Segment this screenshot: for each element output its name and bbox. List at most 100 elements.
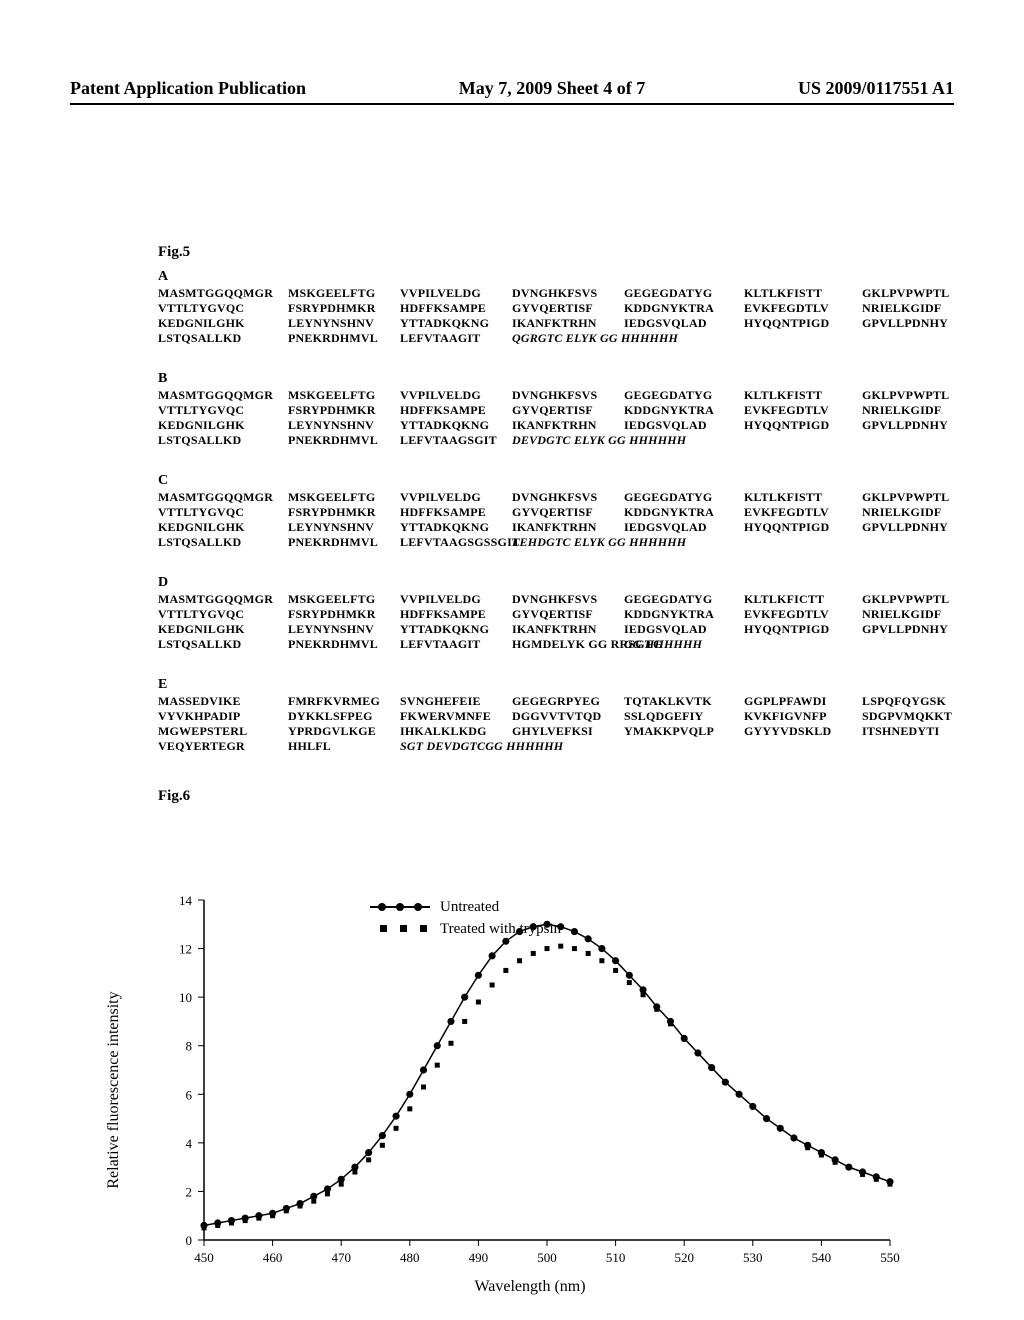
seq-cell: HDFFKSAMPE <box>400 505 512 520</box>
seq-row: MASMTGGQQMGRMSKGEELFTGVVPILVELDGDVNGHKFS… <box>158 286 972 301</box>
seq-cell: PNEKRDHMVL <box>288 433 400 448</box>
seq-cell: KLTLKFISTT <box>744 388 862 403</box>
seq-cell: LEYNYNSHNV <box>288 316 400 331</box>
seq-cell: QGRGTC ELYK GG HHHHHH <box>512 331 696 346</box>
page: Patent Application Publication May 7, 20… <box>0 0 1024 1320</box>
seq-cell: MASSEDVIKE <box>158 694 288 709</box>
seq-cell: NRIELKGIDF <box>862 607 972 622</box>
seq-cell: GYVQERTISF <box>512 403 624 418</box>
seq-cell: KDDGNYKTRA <box>624 505 744 520</box>
seq-cell: MASMTGGQQMGR <box>158 388 288 403</box>
seq-cell: EVKFEGDTLV <box>744 403 862 418</box>
legend-swatch-line <box>370 906 430 908</box>
svg-text:450: 450 <box>194 1250 214 1265</box>
seq-cell: GHYLVEFKSI <box>512 724 624 739</box>
seq-cell: HDFFKSAMPE <box>400 607 512 622</box>
legend-swatch-dots <box>370 928 430 930</box>
seq-cell: KEDGNILGHK <box>158 622 288 637</box>
seq-cell: IHKALKLKDG <box>400 724 512 739</box>
seq-cell: HHLFL <box>288 739 400 754</box>
chart-legend: Untreated Treated with trypsin <box>370 896 561 940</box>
seq-cell: LSTQSALLKD <box>158 535 288 550</box>
seq-cell: ITSHNEDYTI <box>862 724 972 739</box>
seq-cell: KDDGNYKTRA <box>624 301 744 316</box>
seq-cell: VVPILVELDG <box>400 592 512 607</box>
seq-row: MASSEDVIKEFMRFKVRMEGSVNGHEFEIEGEGEGRPYEG… <box>158 694 972 709</box>
seq-cell: HDFFKSAMPE <box>400 403 512 418</box>
seq-cell: GKLPVPWPTL <box>862 592 972 607</box>
legend-label-0: Untreated <box>440 899 499 916</box>
seq-cell: HYQQNTPIGD <box>744 520 862 535</box>
seq-cell: IEDGSVQLAD <box>624 418 744 433</box>
seq-cell: DVNGHKFSVS <box>512 388 624 403</box>
seq-cell: DVNGHKFSVS <box>512 592 624 607</box>
panel-label-B: B <box>158 370 972 388</box>
seq-cell: GEGEGRPYEG <box>512 694 624 709</box>
svg-text:480: 480 <box>400 1250 420 1265</box>
seq-row: LSTQSALLKDPNEKRDHMVLLEFVTAAGITQGRGTC ELY… <box>158 331 972 346</box>
seq-cell: SDGPVMQKKT <box>862 709 972 724</box>
seq-row: VTTLTYGVQCFSRYPDHMKRHDFFKSAMPEGYVQERTISF… <box>158 301 972 316</box>
svg-text:10: 10 <box>179 990 192 1005</box>
seq-cell: TQTAKLKVTK <box>624 694 744 709</box>
seq-cell: KEDGNILGHK <box>158 520 288 535</box>
fig5-panel-A: AMASMTGGQQMGRMSKGEELFTGVVPILVELDGDVNGHKF… <box>158 268 972 346</box>
seq-row: LSTQSALLKDPNEKRDHMVLLEFVTAAGSGSSGITLEHDG… <box>158 535 972 550</box>
panel-label-C: C <box>158 472 972 490</box>
seq-cell: LEYNYNSHNV <box>288 520 400 535</box>
seq-cell: FSRYPDHMKR <box>288 403 400 418</box>
seq-cell: MSKGEELFTG <box>288 388 400 403</box>
svg-text:12: 12 <box>179 942 192 957</box>
seq-cell: LEFVTAAGIT <box>400 637 512 652</box>
seq-cell: VEQYERTEGR <box>158 739 288 754</box>
seq-row: VYVKHPADIPDYKKLSFPEGFKWERVMNFEDGGVVTVTQD… <box>158 709 972 724</box>
seq-row: LSTQSALLKDPNEKRDHMVLLEFVTAAGSGITDEVDGTC … <box>158 433 972 448</box>
svg-text:540: 540 <box>812 1250 832 1265</box>
seq-row: MASMTGGQQMGRMSKGEELFTGVVPILVELDGDVNGHKFS… <box>158 490 972 505</box>
seq-cell: KLTLKFISTT <box>744 490 862 505</box>
seq-cell: LEHDGTC ELYK GG HHHHHH <box>512 535 704 550</box>
seq-cell: KLTLKFICTT <box>744 592 862 607</box>
seq-cell: MSKGEELFTG <box>288 592 400 607</box>
legend-row-untreated: Untreated <box>370 896 561 918</box>
seq-row: KEDGNILGHKLEYNYNSHNVYTTADKQKNGIKANFKTRHN… <box>158 520 972 535</box>
seq-cell: FMRFKVRMEG <box>288 694 400 709</box>
seq-cell: MASMTGGQQMGR <box>158 592 288 607</box>
seq-cell: GKLPVPWPTL <box>862 388 972 403</box>
seq-cell: HYQQNTPIGD <box>744 316 862 331</box>
seq-cell: EVKFEGDTLV <box>744 505 862 520</box>
svg-text:14: 14 <box>179 893 193 908</box>
seq-cell: SSLQDGEFIY <box>624 709 744 724</box>
seq-cell: NRIELKGIDF <box>862 301 972 316</box>
seq-cell: DYKKLSFPEG <box>288 709 400 724</box>
seq-cell: LEYNYNSHNV <box>288 622 400 637</box>
fig6-label: Fig.6 <box>158 788 190 805</box>
seq-cell: VTTLTYGVQC <box>158 607 288 622</box>
seq-cell: LSPQFQYGSK <box>862 694 972 709</box>
seq-cell: YTTADKQKNG <box>400 622 512 637</box>
seq-cell: IKANFKTRHN <box>512 316 624 331</box>
seq-cell: FSRYPDHMKR <box>288 505 400 520</box>
seq-cell: PNEKRDHMVL <box>288 637 400 652</box>
seq-cell: IEDGSVQLAD <box>624 316 744 331</box>
seq-cell: GKLPVPWPTL <box>862 286 972 301</box>
seq-cell: GPVLLPDNHY <box>862 520 972 535</box>
seq-cell: MSKGEELFTG <box>288 490 400 505</box>
panel-label-A: A <box>158 268 972 286</box>
seq-cell: MSKGEELFTG <box>288 286 400 301</box>
seq-cell: HYQQNTPIGD <box>744 418 862 433</box>
panel-label-E: E <box>158 676 972 694</box>
seq-cell: GKLPVPWPTL <box>862 490 972 505</box>
svg-text:500: 500 <box>537 1250 557 1265</box>
seq-cell: DVNGHKFSVS <box>512 490 624 505</box>
legend-row-trypsin: Treated with trypsin <box>370 918 561 940</box>
fig5-panel-B: BMASMTGGQQMGRMSKGEELFTGVVPILVELDGDVNGHKF… <box>158 370 972 448</box>
seq-cell: DGGVVTVTQD <box>512 709 624 724</box>
seq-row: MGWEPSTERLYPRDGVLKGEIHKALKLKDGGHYLVEFKSI… <box>158 724 972 739</box>
seq-cell: YTTADKQKNG <box>400 316 512 331</box>
seq-cell: PNEKRDHMVL <box>288 535 400 550</box>
svg-text:6: 6 <box>186 1087 193 1102</box>
seq-cell: KVKFIGVNFP <box>744 709 862 724</box>
seq-cell: VVPILVELDG <box>400 490 512 505</box>
seq-cell: GGPLPFAWDI <box>744 694 862 709</box>
